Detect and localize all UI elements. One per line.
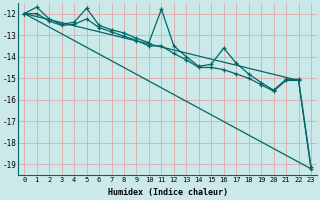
X-axis label: Humidex (Indice chaleur): Humidex (Indice chaleur) [108, 188, 228, 197]
